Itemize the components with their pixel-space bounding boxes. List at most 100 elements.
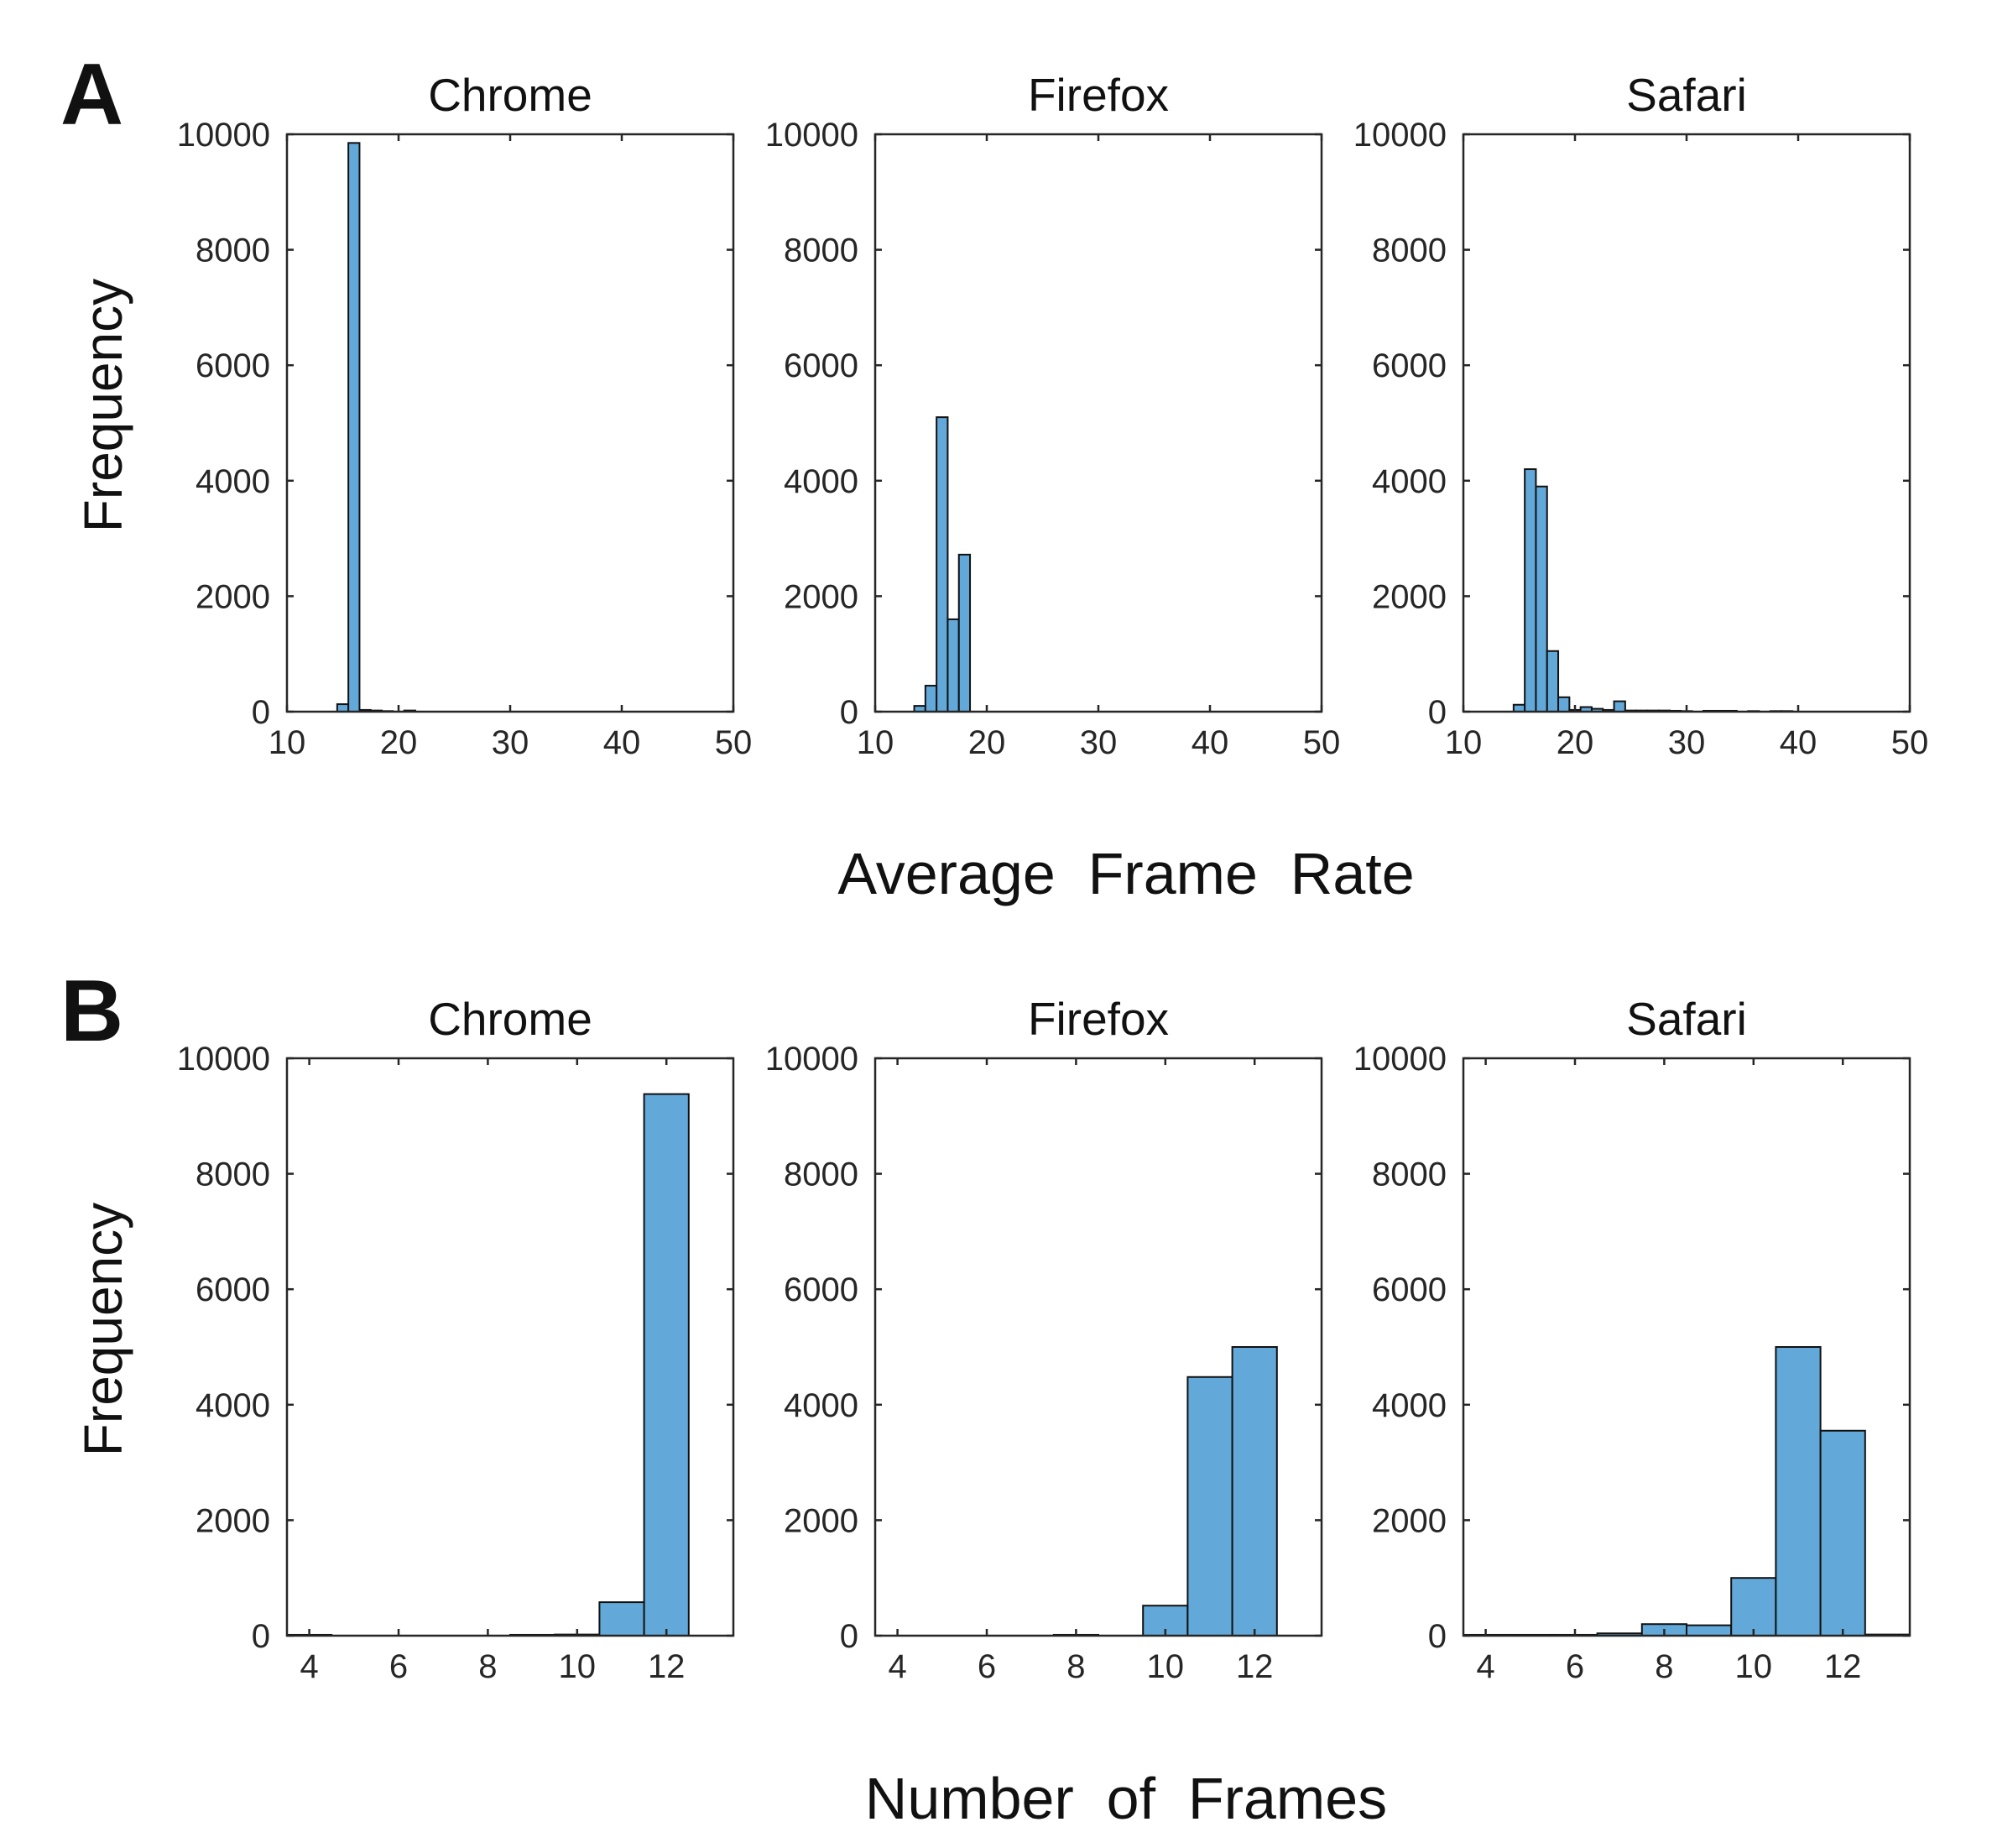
panel-b-safari-bar bbox=[1730, 1577, 1777, 1637]
panel-b-safari-x-tick-label: 6 bbox=[1566, 1648, 1584, 1685]
panel-b-chrome-y-tick-label: 4000 bbox=[196, 1387, 270, 1424]
panel-a-chrome-title: Chrome bbox=[428, 69, 592, 121]
panel-a-safari-bar bbox=[1546, 650, 1560, 713]
panel-b-chrome-axes-frame bbox=[285, 1057, 735, 1637]
panel-a-safari-bar bbox=[1524, 468, 1537, 713]
panel-b-chrome-x-tick-label: 10 bbox=[559, 1648, 597, 1685]
panel-a-x-axis-label: Average Frame Rate bbox=[837, 841, 1414, 906]
panel-a-firefox-bar bbox=[946, 618, 960, 713]
panel-b-chrome-bar bbox=[643, 1093, 690, 1637]
panel-b-firefox-x-tick-label: 6 bbox=[978, 1648, 996, 1685]
panel-a-safari-x-tick-label: 20 bbox=[1557, 724, 1594, 761]
panel-a-chrome-x-tick-label: 10 bbox=[269, 724, 306, 761]
panel-b-firefox-x-tick-label: 4 bbox=[888, 1648, 906, 1685]
panel-b-firefox-subplot: Firefox 0 2000 4000 6000 8000 10000 4 6 8 10 12 bbox=[765, 993, 1323, 1685]
panel-a-firefox-bar bbox=[936, 416, 949, 713]
panel-a-firefox-y-tick-label: 2000 bbox=[784, 578, 858, 615]
panel-b-x-axis-label: Number of Frames bbox=[865, 1766, 1387, 1831]
panel-a-safari-bar bbox=[1613, 700, 1626, 713]
panel-a-y-axis-label: Frequency bbox=[73, 279, 133, 532]
panel-a-firefox-y-tick-label: 10000 bbox=[765, 117, 858, 154]
panel-b-firefox-y-tick-label: 0 bbox=[840, 1618, 858, 1655]
panel-a-chrome-subplot: Chrome 0 2000 4000 6000 8000 10000 10 20 30 40 50 bbox=[177, 69, 752, 761]
panel-b-firefox-y-tick-label: 6000 bbox=[784, 1271, 858, 1308]
panel-b-chrome-subplot: Chrome 0 2000 4000 6000 8000 10000 4 6 8 10 12 bbox=[177, 993, 735, 1685]
panel-b-chrome-x-tick-label: 8 bbox=[478, 1648, 497, 1685]
panel-b-chrome-y-tick-label: 2000 bbox=[196, 1502, 270, 1539]
panel-b-firefox-axes-frame bbox=[873, 1057, 1323, 1637]
panel-b-firefox-bar bbox=[1231, 1346, 1278, 1637]
panel-a-safari-y-tick-label: 2000 bbox=[1372, 578, 1447, 615]
panel-a-safari-subplot: Safari 0 2000 4000 6000 8000 10000 10 20 30 40 50 bbox=[1353, 69, 1928, 761]
panel-b-safari-axes-frame bbox=[1462, 1057, 1911, 1637]
panel-b-safari-y-tick-label: 6000 bbox=[1372, 1271, 1447, 1308]
panel-a-firefox-x-tick-label: 10 bbox=[857, 724, 894, 761]
panel-a-safari-y-tick-label: 0 bbox=[1428, 694, 1447, 731]
panel-b-firefox-x-tick-label: 8 bbox=[1066, 1648, 1085, 1685]
panel-a-safari-y-tick-label: 6000 bbox=[1372, 347, 1447, 384]
panel-a-chrome-y-tick-label: 6000 bbox=[196, 347, 270, 384]
panel-b-safari-y-tick-label: 4000 bbox=[1372, 1387, 1447, 1424]
panel-b-safari-bar bbox=[1686, 1624, 1733, 1637]
panel-a-safari-x-tick-label: 40 bbox=[1780, 724, 1817, 761]
panel-a-firefox-y-tick-label: 6000 bbox=[784, 347, 858, 384]
panel-letter-a: A bbox=[60, 46, 123, 144]
panel-b-chrome-title: Chrome bbox=[428, 993, 592, 1045]
panel-a-safari-x-tick-label: 50 bbox=[1891, 724, 1929, 761]
panel-b-safari-x-tick-label: 8 bbox=[1655, 1648, 1673, 1685]
panel-b-safari-y-tick-label: 8000 bbox=[1372, 1156, 1447, 1193]
panel-b-safari-y-tick-label: 0 bbox=[1428, 1618, 1447, 1655]
panel-b-chrome-y-tick-label: 10000 bbox=[177, 1041, 270, 1078]
panel-a-firefox-y-tick-label: 0 bbox=[840, 694, 858, 731]
panel-a-chrome-y-tick-label: 2000 bbox=[196, 578, 270, 615]
panel-b-safari-title: Safari bbox=[1626, 993, 1747, 1045]
panel-b-safari-y-tick-label: 2000 bbox=[1372, 1502, 1447, 1539]
panel-a-chrome-bar bbox=[347, 142, 361, 713]
panel-a-chrome-x-tick-label: 50 bbox=[715, 724, 753, 761]
panel-b-chrome-x-tick-label: 4 bbox=[300, 1648, 318, 1685]
panel-a-safari-bar bbox=[1535, 485, 1548, 713]
panel-b-chrome-y-tick-label: 6000 bbox=[196, 1271, 270, 1308]
panel-a-safari-title: Safari bbox=[1626, 69, 1747, 121]
panel-b-firefox-y-tick-label: 10000 bbox=[765, 1041, 858, 1078]
panel-b-chrome-y-tick-label: 0 bbox=[252, 1618, 270, 1655]
panel-b-chrome-x-tick-label: 6 bbox=[389, 1648, 408, 1685]
panel-a-firefox-x-tick-label: 50 bbox=[1303, 724, 1341, 761]
panel-b-firefox-bar bbox=[1186, 1376, 1233, 1637]
panel-a-chrome-x-tick-label: 40 bbox=[603, 724, 641, 761]
panel-a-chrome-y-tick-label: 8000 bbox=[196, 232, 270, 269]
panel-b-firefox-x-tick-label: 10 bbox=[1147, 1648, 1185, 1685]
panel-a-safari-x-tick-label: 10 bbox=[1445, 724, 1483, 761]
panel-a-firefox-y-tick-label: 4000 bbox=[784, 463, 858, 500]
panel-a-firefox-subplot: Firefox 0 2000 4000 6000 8000 10000 10 20 30 40 50 bbox=[765, 69, 1340, 761]
panel-b-chrome-y-tick-label: 8000 bbox=[196, 1156, 270, 1193]
panel-b-firefox-title: Firefox bbox=[1028, 993, 1169, 1045]
panel-b-safari-bar bbox=[1819, 1429, 1866, 1637]
panel-b-y-axis-label: Frequency bbox=[73, 1203, 133, 1456]
panel-b-chrome-x-tick-label: 12 bbox=[648, 1648, 686, 1685]
panel-b-chrome-bar bbox=[598, 1601, 645, 1637]
panel-b-safari-x-tick-label: 4 bbox=[1476, 1648, 1494, 1685]
panel-a-firefox-y-tick-label: 8000 bbox=[784, 232, 858, 269]
panel-b-safari-y-tick-label: 10000 bbox=[1353, 1041, 1447, 1078]
panel-a-firefox-bar bbox=[924, 685, 938, 713]
panel-b-firefox-y-tick-label: 8000 bbox=[784, 1156, 858, 1193]
panel-a-safari-y-tick-label: 8000 bbox=[1372, 232, 1447, 269]
panel-b-safari-subplot: Safari 0 2000 4000 6000 8000 10000 4 6 8 10 12 bbox=[1353, 993, 1911, 1685]
panel-b-safari-x-tick-label: 10 bbox=[1735, 1648, 1773, 1685]
panel-a-chrome-y-tick-label: 0 bbox=[252, 694, 270, 731]
panel-a-firefox-x-tick-label: 40 bbox=[1192, 724, 1229, 761]
panel-a-safari-y-tick-label: 4000 bbox=[1372, 463, 1447, 500]
panel-a-firefox-title: Firefox bbox=[1028, 69, 1169, 121]
panel-a-chrome-y-tick-label: 4000 bbox=[196, 463, 270, 500]
panel-a-chrome-bar bbox=[336, 703, 350, 713]
panel-a-firefox-bar bbox=[957, 553, 972, 713]
panel-a-safari-bar bbox=[1557, 696, 1571, 713]
panel-a-safari-y-tick-label: 10000 bbox=[1353, 117, 1447, 154]
panel-a-safari-x-tick-label: 30 bbox=[1668, 724, 1706, 761]
panel-a-chrome-y-tick-label: 10000 bbox=[177, 117, 270, 154]
panel-b-safari-x-tick-label: 12 bbox=[1824, 1648, 1862, 1685]
panel-a-firefox-x-tick-label: 20 bbox=[968, 724, 1006, 761]
